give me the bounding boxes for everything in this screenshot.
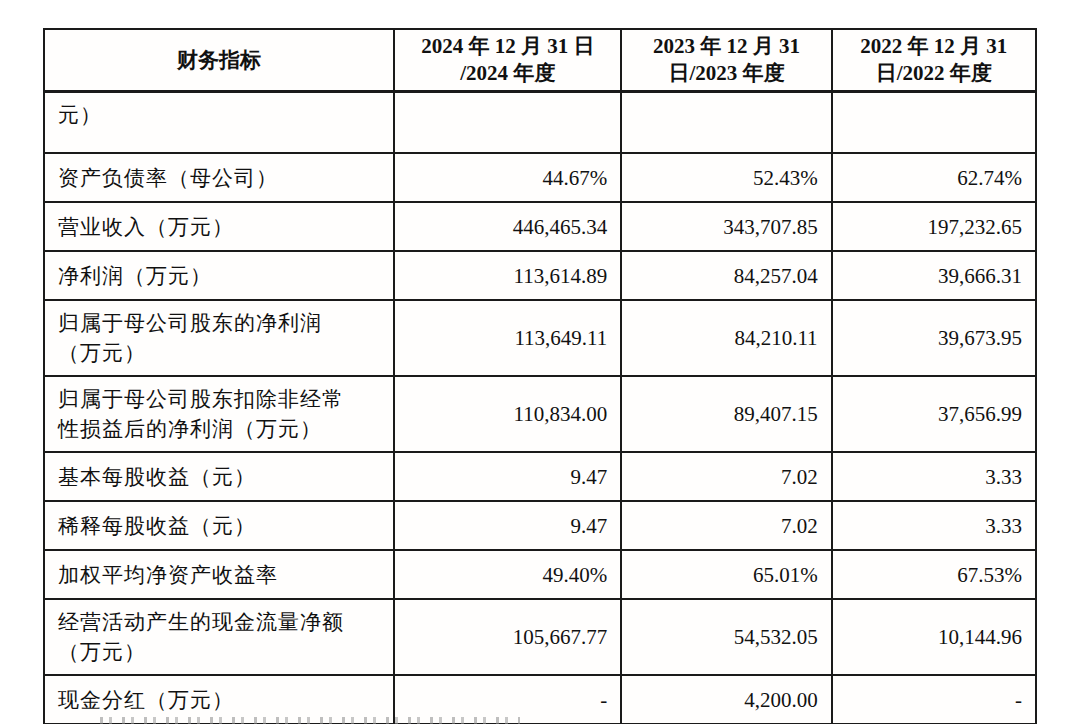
row-label: 归属于母公司股东的净利润 （万元） — [44, 300, 394, 376]
header-label-line1: 2024 年 12 月 31 日 — [401, 33, 614, 60]
financial-indicators-table: 财务指标 2024 年 12 月 31 日 /2024 年度 2023 年 12… — [43, 28, 1037, 724]
row-label: 稀释每股收益（元） — [44, 501, 394, 550]
cell-value: 105,667.77 — [394, 599, 621, 675]
cell-value: 343,707.85 — [621, 202, 831, 251]
clipped-caption-fragment — [100, 717, 520, 724]
header-label-line1: 2022 年 12 月 31 — [839, 33, 1029, 60]
cell-value: 197,232.65 — [832, 202, 1036, 251]
header-label-line2: 日/2023 年度 — [628, 60, 824, 87]
cell-value: 54,532.05 — [621, 599, 831, 675]
header-cell-indicator: 财务指标 — [44, 29, 394, 92]
header-label-line2: /2024 年度 — [401, 60, 614, 87]
row-label: 经营活动产生的现金流量净额 （万元） — [44, 599, 394, 675]
row-label: 加权平均净资产收益率 — [44, 550, 394, 599]
table-row: 净利润（万元）113,614.8984,257.0439,666.31 — [44, 251, 1036, 300]
cell-value: - — [832, 675, 1036, 724]
cell-value: 7.02 — [621, 501, 831, 550]
cell-value: 52.43% — [621, 153, 831, 202]
header-label-line2: 日/2022 年度 — [839, 60, 1029, 87]
table-row: 资产负债率（母公司）44.67%52.43%62.74% — [44, 153, 1036, 202]
cell-value: 49.40% — [394, 550, 621, 599]
header-label: 财务指标 — [51, 47, 387, 74]
cell-value: 89,407.15 — [621, 376, 831, 452]
table-body: 元）资产负债率（母公司）44.67%52.43%62.74%营业收入（万元）44… — [44, 92, 1036, 724]
cell-value: 4,200.00 — [621, 675, 831, 724]
cell-value: 65.01% — [621, 550, 831, 599]
row-label: 营业收入（万元） — [44, 202, 394, 251]
table-row: 归属于母公司股东扣除非经常 性损益后的净利润（万元）110,834.0089,4… — [44, 376, 1036, 452]
header-cell-2022: 2022 年 12 月 31 日/2022 年度 — [832, 29, 1036, 92]
table-row: 经营活动产生的现金流量净额 （万元）105,667.7754,532.0510,… — [44, 599, 1036, 675]
cell-value: 39,666.31 — [832, 251, 1036, 300]
cell-value: 39,673.95 — [832, 300, 1036, 376]
cell-value — [394, 92, 621, 154]
table-row: 基本每股收益（元）9.477.023.33 — [44, 452, 1036, 501]
cell-value — [832, 92, 1036, 154]
row-label: 元） — [44, 92, 394, 154]
cell-value: 62.74% — [832, 153, 1036, 202]
cell-value: 44.67% — [394, 153, 621, 202]
header-label-line1: 2023 年 12 月 31 — [628, 33, 824, 60]
cell-value: 84,257.04 — [621, 251, 831, 300]
table-header: 财务指标 2024 年 12 月 31 日 /2024 年度 2023 年 12… — [44, 29, 1036, 92]
table-row: 营业收入（万元）446,465.34343,707.85197,232.65 — [44, 202, 1036, 251]
cell-value: 3.33 — [832, 501, 1036, 550]
cell-value: 110,834.00 — [394, 376, 621, 452]
cell-value — [621, 92, 831, 154]
row-label: 基本每股收益（元） — [44, 452, 394, 501]
cell-value: 10,144.96 — [832, 599, 1036, 675]
document-page: 财务指标 2024 年 12 月 31 日 /2024 年度 2023 年 12… — [0, 0, 1080, 724]
row-label: 资产负债率（母公司） — [44, 153, 394, 202]
cell-value: 113,614.89 — [394, 251, 621, 300]
cell-value: 9.47 — [394, 452, 621, 501]
cell-value: 67.53% — [832, 550, 1036, 599]
cell-value: 3.33 — [832, 452, 1036, 501]
row-label: 净利润（万元） — [44, 251, 394, 300]
header-row: 财务指标 2024 年 12 月 31 日 /2024 年度 2023 年 12… — [44, 29, 1036, 92]
table-row: 元） — [44, 92, 1036, 154]
cell-value: 84,210.11 — [621, 300, 831, 376]
cell-value: 113,649.11 — [394, 300, 621, 376]
cell-value: 446,465.34 — [394, 202, 621, 251]
cell-value: 7.02 — [621, 452, 831, 501]
table-row: 归属于母公司股东的净利润 （万元）113,649.1184,210.1139,6… — [44, 300, 1036, 376]
cell-value: 9.47 — [394, 501, 621, 550]
header-cell-2023: 2023 年 12 月 31 日/2023 年度 — [621, 29, 831, 92]
table-row: 加权平均净资产收益率49.40%65.01%67.53% — [44, 550, 1036, 599]
row-label: 归属于母公司股东扣除非经常 性损益后的净利润（万元） — [44, 376, 394, 452]
header-cell-2024: 2024 年 12 月 31 日 /2024 年度 — [394, 29, 621, 92]
table-row: 稀释每股收益（元）9.477.023.33 — [44, 501, 1036, 550]
cell-value: 37,656.99 — [832, 376, 1036, 452]
